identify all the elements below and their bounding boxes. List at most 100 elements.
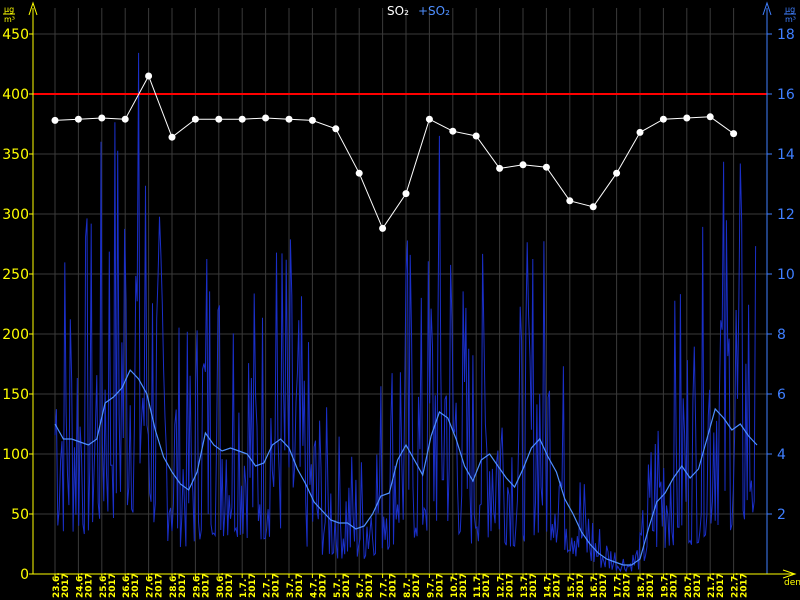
left-unit-bottom: m³ <box>4 15 15 24</box>
series-so2-point <box>496 164 504 172</box>
series-so2-point <box>566 197 574 205</box>
x-tick-year: 2017 <box>84 573 94 598</box>
series-so2-point <box>402 190 410 198</box>
series-so2-point <box>168 133 176 141</box>
x-tick-year: 2017 <box>482 573 492 598</box>
x-tick-label: 8.7. <box>403 579 413 598</box>
x-tick-label: 16.7. <box>590 572 600 598</box>
series-so2-point <box>730 130 738 138</box>
left-tick-label: 150 <box>2 387 29 403</box>
x-tick-label: 10.7. <box>450 572 460 598</box>
x-tick-year: 2017 <box>342 573 352 598</box>
series-so2-point <box>262 114 270 122</box>
right-unit-top: μg <box>785 5 795 14</box>
right-axis-ticks: 2 4 6 8 10 12 14 16 18 <box>767 27 795 523</box>
chart-title: SO₂ <box>387 4 409 18</box>
series-so2-point <box>683 114 691 122</box>
x-tick-label: 5.7. <box>333 579 343 598</box>
x-tick-label: 15.7. <box>567 572 577 598</box>
series-so2 <box>51 72 738 232</box>
x-tick-year: 2017 <box>412 573 422 598</box>
x-tick-year: 2017 <box>669 573 679 598</box>
series-so2-line <box>54 74 734 230</box>
x-tick-year: 2017 <box>365 573 375 598</box>
series-plus-so2 <box>54 52 758 573</box>
x-tick-label: 22.7. <box>731 572 741 598</box>
x-tick-year: 2017 <box>740 573 750 598</box>
x-axis-label: den <box>784 578 800 588</box>
x-tick-label: 7.7. <box>380 579 390 598</box>
right-tick-label: 10 <box>777 267 795 283</box>
x-tick-label: 18.7. <box>637 572 647 598</box>
x-tick-label: 25.6. <box>99 572 109 598</box>
x-tick-label: 11.7. <box>473 572 483 598</box>
series-so2-point <box>74 115 82 123</box>
x-tick-label: 19.7. <box>660 572 670 598</box>
series-so2-point <box>98 114 106 122</box>
x-tick-label: 1.7. <box>239 579 249 598</box>
series-so2-point <box>425 115 433 123</box>
series-plus-so2-line <box>54 368 758 566</box>
series-so2-point <box>472 132 480 140</box>
x-tick-year: 2017 <box>108 573 118 598</box>
right-tick-label: 16 <box>777 87 795 103</box>
x-tick-label: 30.6. <box>216 572 226 598</box>
series-so2-point <box>121 115 129 123</box>
x-tick-label: 23.6. <box>52 572 62 598</box>
x-tick-label: 4.7. <box>309 579 319 598</box>
series-so2-point <box>542 163 550 171</box>
x-tick-label: 3.7. <box>286 579 296 598</box>
left-tick-label: 100 <box>2 447 29 463</box>
left-tick-label: 250 <box>2 267 29 283</box>
x-tick-year: 2017 <box>178 573 188 598</box>
x-tick-label: 13.7. <box>520 572 530 598</box>
right-tick-label: 18 <box>777 27 795 43</box>
series-so2-point <box>519 161 527 169</box>
series-so2-point <box>636 128 644 136</box>
series-so2-point <box>51 116 59 124</box>
x-tick-year: 2017 <box>389 573 399 598</box>
x-tick-year: 2017 <box>131 573 141 598</box>
x-tick-year: 2017 <box>576 573 586 598</box>
x-tick-year: 2017 <box>225 573 235 598</box>
series-so2-point <box>589 203 597 211</box>
right-axis-arrow <box>762 1 772 16</box>
right-tick-label: 6 <box>777 387 786 403</box>
right-unit-bottom: m³ <box>785 15 796 24</box>
x-tick-year: 2017 <box>693 573 703 598</box>
x-tick-label: 12.7. <box>497 572 507 598</box>
x-tick-label: 14.7. <box>543 572 553 598</box>
left-tick-label: 300 <box>2 207 29 223</box>
series-so2-point <box>449 127 457 135</box>
x-tick-label: 26.6. <box>122 572 132 598</box>
left-tick-label: 0 <box>20 567 29 583</box>
x-tick-year: 2017 <box>248 573 258 598</box>
series-so2-point <box>706 113 714 121</box>
left-axis-arrow <box>28 1 38 16</box>
right-tick-label: 12 <box>777 207 795 223</box>
series-so2-point <box>215 115 223 123</box>
x-tick-label: 28.6. <box>169 572 179 598</box>
right-tick-label: 14 <box>777 147 795 163</box>
series-so2-point <box>308 116 316 124</box>
right-tick-label: 2 <box>777 507 786 523</box>
left-tick-label: 450 <box>2 27 29 43</box>
left-tick-label: 400 <box>2 87 29 103</box>
series-plus-so2-raw-line <box>54 52 757 573</box>
x-tick-year: 2017 <box>435 573 445 598</box>
x-tick-year: 2017 <box>459 573 469 598</box>
legend-second-series: +SO₂ <box>418 4 450 18</box>
series-so2-point <box>659 115 667 123</box>
x-axis-ticks: 23.6. 2017 24.6. 2017 25.6. 2017 26.6. 2017 27.6… <box>52 572 750 598</box>
left-axis-ticks: 0 50 100 150 200 250 300 350 400 450 <box>2 27 33 583</box>
series-so2-point <box>332 125 340 133</box>
x-tick-label: 29.6. <box>192 572 202 598</box>
x-tick-label: 20.7. <box>684 572 694 598</box>
x-tick-label: 24.6. <box>75 572 85 598</box>
series-so2-point <box>285 115 293 123</box>
x-tick-year: 2017 <box>623 573 633 598</box>
left-tick-label: 200 <box>2 327 29 343</box>
x-tick-year: 2017 <box>552 573 562 598</box>
series-so2-point <box>379 224 387 232</box>
